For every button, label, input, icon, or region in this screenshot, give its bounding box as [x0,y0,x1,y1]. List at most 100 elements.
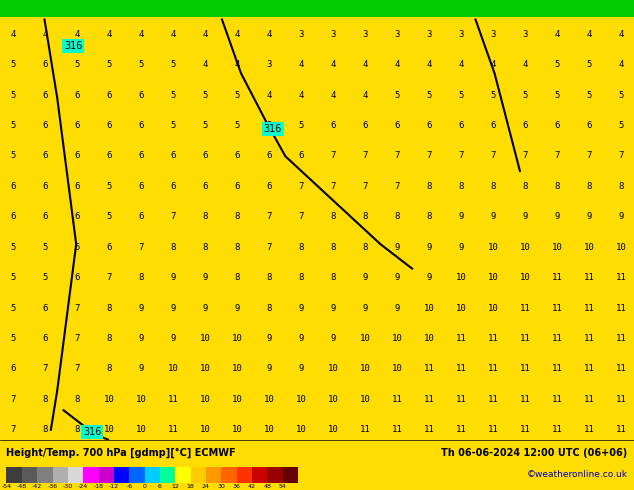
Text: 10: 10 [520,243,531,252]
Text: 5: 5 [74,243,79,252]
Text: 7: 7 [394,151,400,160]
Text: 8: 8 [330,212,336,221]
Text: 5: 5 [299,121,304,130]
Text: 11: 11 [552,304,562,313]
Text: 11: 11 [392,395,403,404]
Text: 8: 8 [427,182,432,191]
Text: 6: 6 [138,151,144,160]
Text: 6: 6 [107,151,112,160]
Text: 11: 11 [520,334,531,343]
Text: 3: 3 [394,30,400,39]
Text: 11: 11 [552,365,562,373]
Text: 7: 7 [266,243,272,252]
Text: 9: 9 [138,365,144,373]
Text: 11: 11 [584,334,595,343]
Text: 6: 6 [74,91,79,99]
Text: 8: 8 [107,334,112,343]
Text: 10: 10 [231,334,242,343]
Text: 6: 6 [74,273,79,282]
Bar [83,467,98,483]
Text: 3: 3 [266,60,272,69]
Text: 7: 7 [522,151,528,160]
Text: 18: 18 [187,484,195,489]
Text: 5: 5 [10,334,15,343]
Text: 6: 6 [42,304,48,313]
Text: 4: 4 [266,30,272,39]
Text: 5: 5 [10,121,15,130]
Text: 11: 11 [424,395,434,404]
Text: 9: 9 [202,304,208,313]
Text: 4: 4 [107,30,112,39]
Text: 6: 6 [10,212,15,221]
Text: 6: 6 [42,212,48,221]
Text: 5: 5 [10,91,15,99]
Text: 6: 6 [42,334,48,343]
Text: 11: 11 [616,365,626,373]
Text: 8: 8 [266,273,272,282]
Bar [191,467,206,483]
Text: 10: 10 [424,304,434,313]
Text: 4: 4 [235,30,240,39]
Text: 11: 11 [616,425,626,434]
Text: 316: 316 [64,41,82,51]
Text: 6: 6 [330,121,336,130]
Text: 10: 10 [552,243,562,252]
Text: 6: 6 [42,151,48,160]
Text: 7: 7 [74,304,79,313]
Text: 6: 6 [138,121,144,130]
Text: 5: 5 [171,91,176,99]
Text: 8: 8 [202,212,208,221]
Text: 10: 10 [231,395,242,404]
Text: 10: 10 [264,425,275,434]
Text: 7: 7 [394,182,400,191]
Text: 8: 8 [491,182,496,191]
Text: -54: -54 [1,484,11,489]
Text: 10: 10 [392,365,403,373]
Text: 9: 9 [491,212,496,221]
Text: 4: 4 [202,60,208,69]
Text: 4: 4 [619,60,624,69]
Text: 36: 36 [233,484,241,489]
Bar [37,467,53,483]
Text: 7: 7 [138,243,144,252]
Text: 5: 5 [235,91,240,99]
Text: 10: 10 [200,425,210,434]
Text: 11: 11 [424,365,434,373]
Text: 5: 5 [171,121,176,130]
Text: 11: 11 [520,304,531,313]
Bar [68,467,83,483]
Text: 4: 4 [138,30,144,39]
Text: 8: 8 [299,243,304,252]
Text: 30: 30 [217,484,225,489]
Text: 8: 8 [107,304,112,313]
Text: 4: 4 [42,30,48,39]
Text: 3: 3 [522,30,528,39]
Text: 7: 7 [74,365,79,373]
Text: 10: 10 [136,425,146,434]
Text: 8: 8 [266,304,272,313]
Text: 6: 6 [394,121,400,130]
Text: 8: 8 [394,212,400,221]
Text: 8: 8 [235,273,240,282]
Text: 6: 6 [266,151,272,160]
Text: 6: 6 [10,365,15,373]
Bar [114,467,129,483]
Text: 7: 7 [363,151,368,160]
Text: 10: 10 [424,334,434,343]
Text: 8: 8 [363,243,368,252]
Text: 11: 11 [616,304,626,313]
Text: 10: 10 [264,395,275,404]
Text: 8: 8 [171,243,176,252]
Text: -42: -42 [32,484,42,489]
Text: 8: 8 [107,365,112,373]
Text: 8: 8 [555,182,560,191]
Text: 9: 9 [299,304,304,313]
Text: 10: 10 [456,273,467,282]
Text: 6: 6 [138,91,144,99]
Text: 8: 8 [458,182,464,191]
Text: 4: 4 [394,60,400,69]
Text: 10: 10 [488,304,498,313]
Text: 4: 4 [235,60,240,69]
Text: 3: 3 [330,30,336,39]
Text: 6: 6 [458,121,464,130]
